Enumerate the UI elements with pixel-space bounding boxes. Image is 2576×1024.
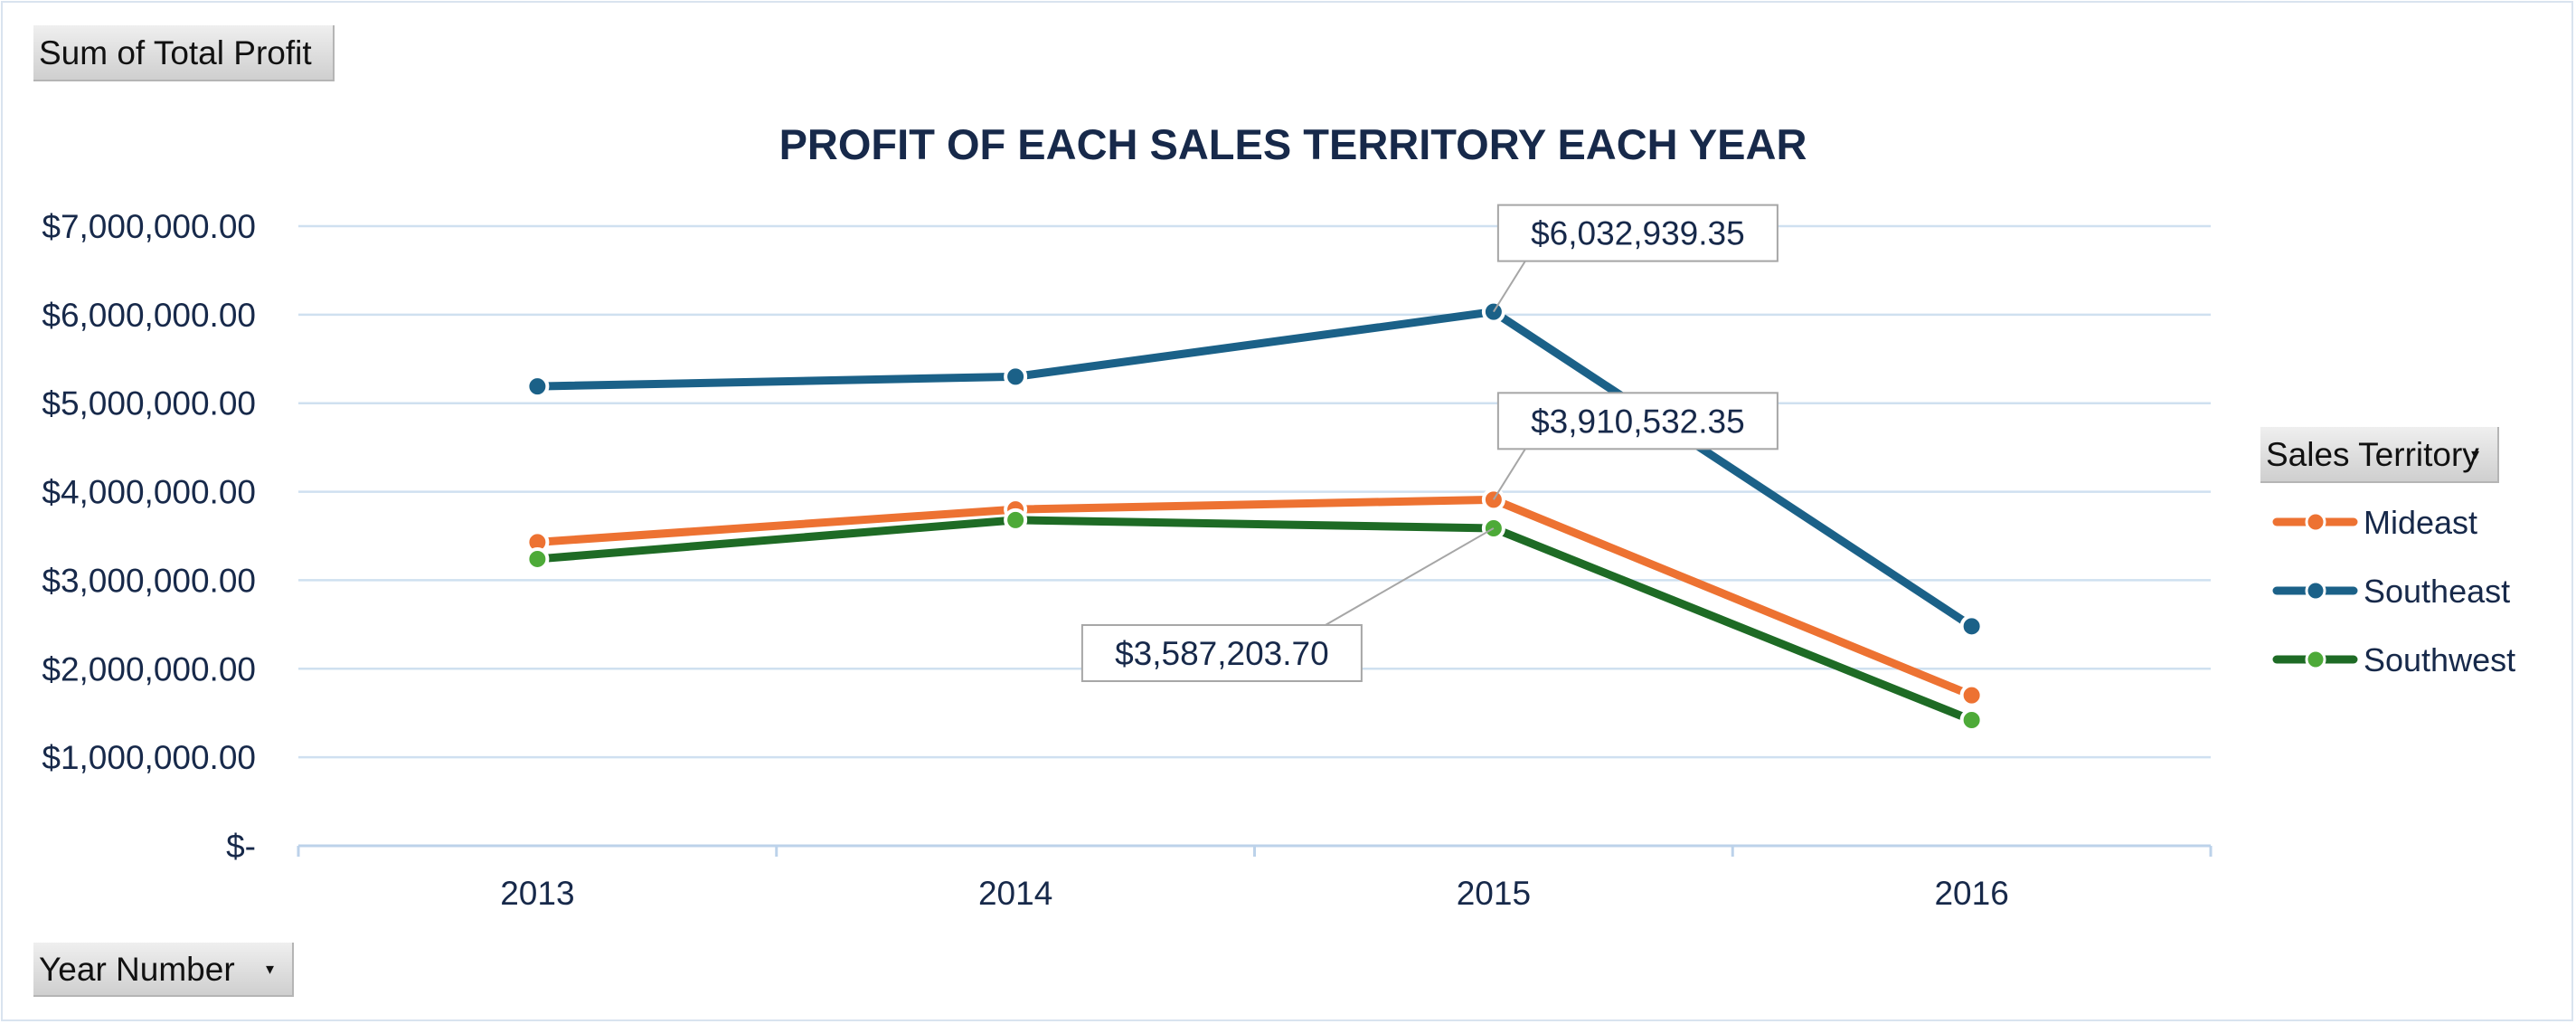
legend-label-southeast[interactable]: Southeast: [2364, 573, 2510, 610]
data-label: $6,032,939.35: [1531, 215, 1745, 252]
x-tick-label: 2014: [978, 875, 1052, 912]
data-label-callouts: $6,032,939.35 $3,910,532.35 $3,587,203.70: [1080, 204, 1779, 682]
value-field-label: Sum of Total Profit: [39, 33, 312, 71]
callout-box: [1496, 392, 1779, 450]
y-tick-label: $5,000,000.00: [42, 385, 256, 422]
data-label: $3,587,203.70: [1115, 635, 1329, 672]
y-tick-label: $3,000,000.00: [42, 562, 256, 599]
y-tick-label: $1,000,000.00: [42, 739, 256, 776]
series-line-southwest: [533, 516, 1977, 725]
axes: $- $1,000,000.00 $2,000,000.00 $3,000,000.0…: [42, 208, 2213, 912]
data-point-mideast[interactable]: [1959, 683, 1984, 707]
legend-marker-southeast: [2305, 580, 2326, 602]
series-line-mideast: [533, 495, 1977, 700]
axis-field-button[interactable]: Year Number ▾: [33, 943, 294, 997]
x-tick-label: 2013: [500, 875, 574, 912]
data-label: $3,910,532.35: [1531, 403, 1745, 440]
x-tick-label: 2016: [1934, 875, 2008, 912]
legend-marker-southwest: [2305, 649, 2326, 670]
data-point-southwest[interactable]: [525, 546, 550, 571]
y-tick-label: $7,000,000.00: [42, 208, 256, 245]
series-lines: [525, 299, 1984, 733]
callout-leader-line: [1493, 261, 1526, 313]
callout-leader-line: [1493, 448, 1526, 500]
legend-field-button[interactable]: Sales Territory ▾: [2260, 427, 2499, 483]
series-line-southeast: [533, 308, 1977, 631]
legend-marker-mideast: [2305, 511, 2326, 533]
axis-field-label: Year Number: [39, 950, 235, 988]
y-tick-label: $6,000,000.00: [42, 297, 256, 334]
callout-box: [1080, 623, 1363, 682]
data-point-southwest[interactable]: [1959, 708, 1984, 733]
legend: Mideast Southeast Southwest: [2272, 504, 2515, 678]
value-field-button[interactable]: Sum of Total Profit: [33, 25, 335, 81]
data-point-southeast[interactable]: [525, 375, 550, 399]
y-tick-label: $4,000,000.00: [42, 474, 256, 511]
legend-field-label: Sales Territory: [2266, 435, 2479, 473]
y-tick-label: $2,000,000.00: [42, 650, 256, 687]
dropdown-arrow-icon[interactable]: ▾: [2470, 445, 2479, 463]
data-point-southwest[interactable]: [1004, 507, 1028, 532]
callout-box: [1496, 204, 1779, 262]
callout-leader-line: [1325, 527, 1495, 626]
data-point-southeast[interactable]: [1004, 365, 1028, 389]
data-point-southeast[interactable]: [1959, 614, 1984, 639]
chart-title: PROFIT OF EACH SALES TERRITORY EACH YEAR: [779, 120, 1807, 168]
y-tick-label: $-: [226, 828, 256, 865]
legend-label-mideast[interactable]: Mideast: [2364, 504, 2477, 541]
gridlines: [298, 224, 2211, 759]
x-tick-label: 2015: [1457, 875, 1531, 912]
dropdown-arrow-icon[interactable]: ▾: [265, 960, 274, 978]
legend-label-southwest[interactable]: Southwest: [2364, 641, 2515, 678]
